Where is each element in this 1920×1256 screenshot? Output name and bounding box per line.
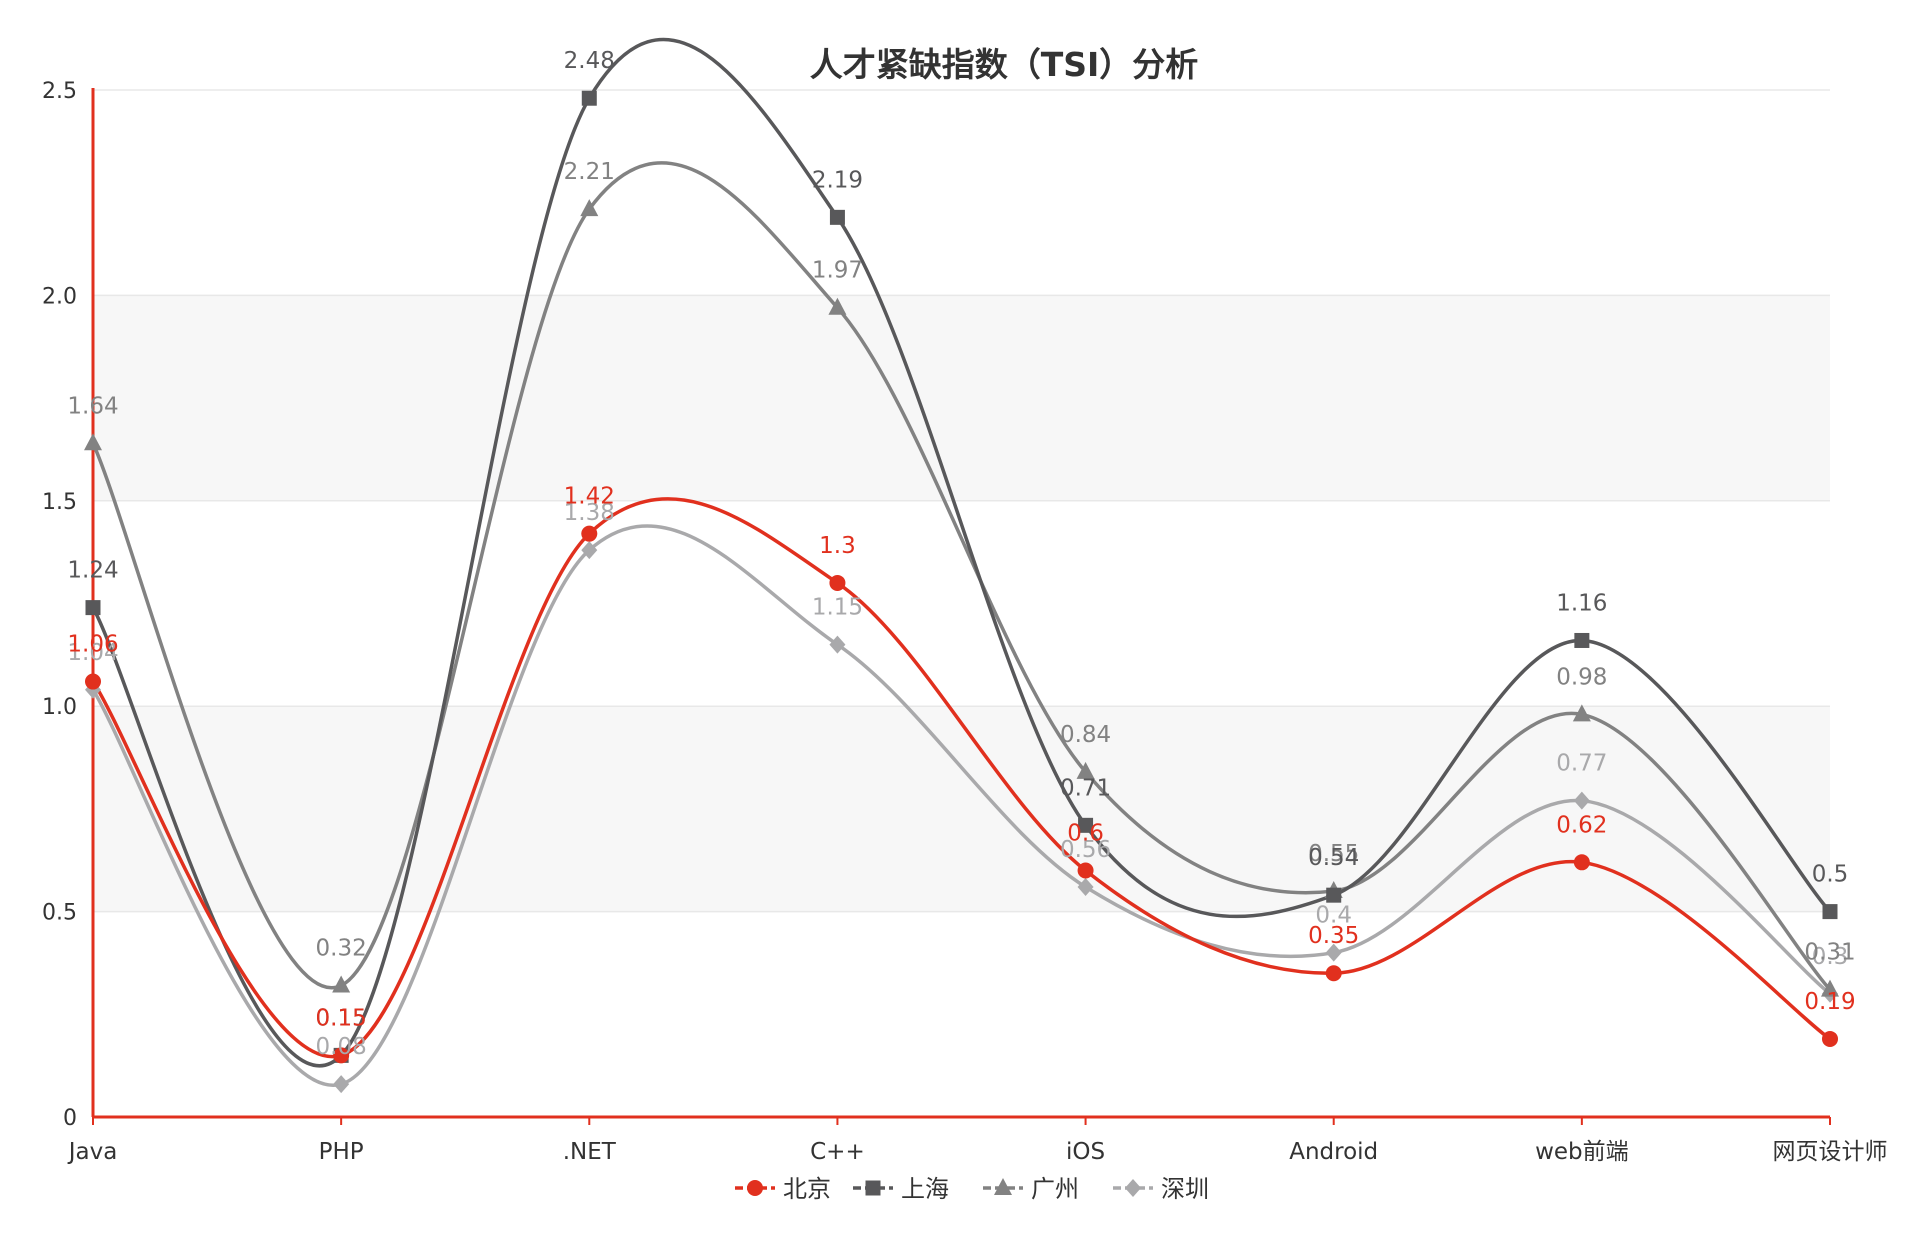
data-label: 1.04	[67, 640, 118, 666]
data-labels: 1.04 0.08 1.38 1.15 0.56 0.4 0.77 0.3 1.64 0.32 2.…	[67, 48, 1855, 1060]
point-北京-PHP	[333, 1047, 350, 1064]
data-label: 0.15	[316, 1005, 367, 1031]
y-tick-label: 1.0	[42, 695, 77, 720]
y-tick-label: 0	[63, 1106, 77, 1131]
data-label: 1.06	[67, 632, 118, 658]
point-广州-C++	[828, 297, 847, 315]
gridlines	[93, 89, 1830, 913]
x-tick-label: C++	[810, 1139, 865, 1165]
point-北京-Android	[1325, 965, 1342, 982]
point-北京-web前端	[1573, 854, 1590, 871]
legend-label: 深圳	[1161, 1175, 1209, 1203]
point-深圳-C++	[829, 635, 846, 654]
legend: 北京 上海 广州 深圳	[735, 1175, 1209, 1203]
legend-label: 北京	[783, 1175, 831, 1203]
point-广州-iOS	[1076, 761, 1095, 779]
point-上海-web前端	[1574, 632, 1590, 648]
point-北京-网页设计师	[1822, 1030, 1838, 1047]
data-label: 0.71	[1060, 775, 1111, 801]
x-tick-label: Android	[1289, 1139, 1378, 1165]
point-上海-Android	[1326, 887, 1342, 903]
point-深圳-.NET	[581, 541, 598, 560]
point-上海-iOS	[1078, 817, 1094, 833]
plot-band	[93, 90, 1830, 296]
legend-item-北京: 北京	[735, 1175, 831, 1203]
legend-item-深圳: 深圳	[1113, 1175, 1209, 1203]
point-北京-C++	[829, 574, 846, 591]
point-深圳-PHP	[333, 1075, 350, 1094]
legend-item-上海: 上海	[853, 1175, 949, 1203]
point-广州-Java	[84, 433, 102, 451]
data-label: 2.19	[812, 167, 863, 193]
data-label: 1.38	[564, 500, 615, 526]
data-label: 1.42	[564, 484, 615, 510]
point-深圳-iOS	[1077, 877, 1094, 896]
data-label: 0.6	[1067, 821, 1104, 847]
legend-marker	[747, 1180, 763, 1196]
legend-item-广州: 广州	[983, 1175, 1079, 1203]
data-label: 0.32	[316, 936, 367, 962]
x-tick-label: 网页设计师	[1773, 1139, 1888, 1165]
plot-band	[93, 706, 1830, 912]
data-label: 0.98	[1556, 664, 1607, 690]
data-label: 0.77	[1556, 751, 1607, 777]
data-label: 0.3	[1812, 944, 1849, 970]
y-tick-label: 2.0	[42, 284, 77, 309]
point-上海-网页设计师	[1822, 904, 1838, 920]
legend-marker	[865, 1180, 881, 1196]
data-label: 0.62	[1556, 812, 1607, 838]
point-北京-iOS	[1077, 862, 1094, 879]
data-label: 2.21	[564, 159, 615, 185]
data-label: 0.84	[1060, 722, 1111, 748]
data-label: 1.3	[819, 533, 856, 559]
point-深圳-web前端	[1573, 791, 1590, 810]
point-上海-.NET	[581, 90, 597, 106]
y-tick-label: 0.5	[42, 901, 77, 926]
data-label: 0.4	[1315, 903, 1352, 929]
series-markers	[84, 90, 1839, 1094]
point-北京-.NET	[581, 525, 598, 542]
point-广州-web前端	[1572, 704, 1591, 722]
data-label: 1.24	[67, 558, 118, 584]
point-广州-PHP	[332, 975, 351, 993]
data-label: 0.5	[1812, 862, 1849, 888]
data-label: 1.64	[67, 393, 118, 419]
y-axis-ticks: 0 0.5 1.0 1.5 2.0 2.5	[42, 79, 77, 1131]
data-label: 0.56	[1060, 837, 1111, 863]
data-label: 0.55	[1308, 841, 1359, 867]
data-label: 0.31	[1804, 940, 1855, 966]
point-广州-网页设计师	[1821, 979, 1839, 997]
data-label: 0.15	[316, 1005, 367, 1031]
data-label: 0.54	[1308, 845, 1359, 871]
x-tick-label: iOS	[1066, 1139, 1105, 1165]
x-tick-label: web前端	[1535, 1139, 1629, 1165]
x-axis-ticks: Java PHP .NET C++ iOS Android web前端 网页设计师	[67, 1117, 1888, 1165]
chart-title: 人才紧缺指数（TSI）分析	[810, 45, 1199, 84]
point-深圳-Android	[1325, 943, 1342, 962]
data-label: 1.16	[1556, 590, 1607, 616]
plot-band	[93, 295, 1830, 501]
point-上海-C++	[829, 209, 845, 225]
data-label: 1.15	[812, 595, 863, 621]
point-上海-Java	[85, 600, 101, 616]
x-tick-label: PHP	[319, 1139, 364, 1165]
legend-label: 广州	[1031, 1175, 1079, 1203]
data-label: 2.48	[564, 48, 615, 74]
y-tick-label: 1.5	[42, 490, 77, 515]
y-tick-label: 2.5	[42, 79, 77, 104]
point-北京-Java	[85, 673, 101, 690]
legend-marker	[994, 1178, 1012, 1195]
data-label: 1.97	[812, 258, 863, 284]
data-label: 0.08	[316, 1034, 367, 1060]
legend-label: 上海	[901, 1175, 949, 1203]
data-label: 0.19	[1804, 989, 1855, 1015]
data-label: 0.35	[1308, 923, 1359, 949]
point-广州-.NET	[580, 199, 599, 217]
x-tick-label: .NET	[563, 1139, 617, 1165]
x-tick-label: Java	[67, 1139, 118, 1165]
legend-marker	[1125, 1179, 1141, 1197]
